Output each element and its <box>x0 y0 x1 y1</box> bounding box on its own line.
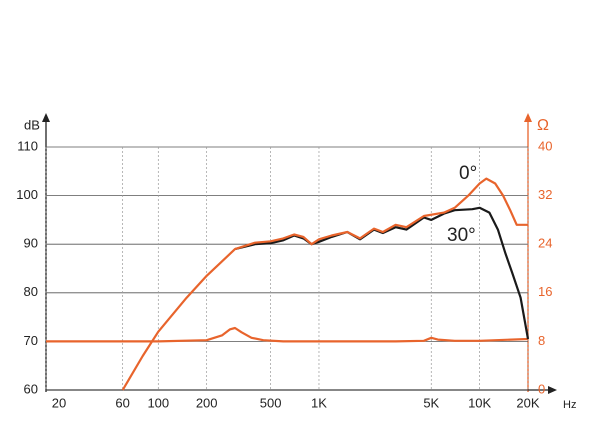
y2-axis-arrow <box>524 113 532 122</box>
x-tick-label: 200 <box>196 395 218 410</box>
y-tick-label: 70 <box>24 333 38 348</box>
x-tick-label: 500 <box>260 395 282 410</box>
series-annotation: 0° <box>459 163 477 184</box>
y2-axis-label: Ω <box>537 117 549 134</box>
y-axis-arrow <box>42 113 50 122</box>
x-tick-label: 20 <box>52 395 66 410</box>
y2-tick-label: 24 <box>538 236 552 251</box>
series-line <box>234 206 530 340</box>
y2-tick-label: 0 <box>538 381 545 396</box>
x-tick-label: 10K <box>468 395 491 410</box>
x-tick-label: 5K <box>423 395 439 410</box>
series-line <box>46 326 529 343</box>
y-tick-label: 60 <box>24 381 38 396</box>
series-line <box>121 177 528 391</box>
x-tick-label: 20K <box>516 395 539 410</box>
y2-tick-label: 32 <box>538 187 552 202</box>
series-annotation: 30° <box>447 225 476 246</box>
y-tick-label: 110 <box>17 138 38 153</box>
y2-tick-label: 40 <box>538 138 552 153</box>
y2-tick-label: 8 <box>538 333 545 348</box>
y-axis-label: dB <box>24 117 40 132</box>
x-tick-label: 100 <box>147 395 169 410</box>
y-tick-label: 90 <box>24 236 38 251</box>
x-tick-label: 60 <box>115 395 129 410</box>
x-axis-arrow <box>548 386 557 394</box>
x-axis-label: Hz <box>563 399 576 411</box>
x-tick-label: 1K <box>311 395 327 410</box>
y-tick-label: 80 <box>24 284 38 299</box>
y2-tick-label: 16 <box>538 284 552 299</box>
y-tick-label: 100 <box>16 187 38 202</box>
